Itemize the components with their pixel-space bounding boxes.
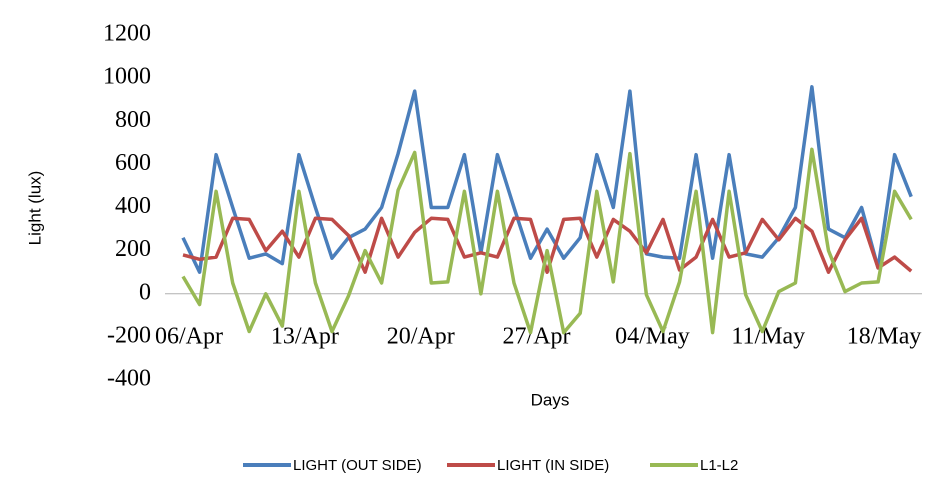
x-tick-label: 13/Apr: [271, 324, 339, 350]
y-tick-label: 800: [115, 107, 151, 133]
y-tick-label: 400: [115, 193, 151, 219]
y-tick-label: 1000: [103, 64, 151, 90]
y-tick-label: 1200: [103, 21, 151, 47]
x-tick-label: 27/Apr: [503, 324, 571, 350]
x-tick-label: 11/May: [731, 324, 805, 350]
y-tick-label: 0: [139, 279, 151, 305]
y-tick-label: 600: [115, 150, 151, 176]
y-tick-label: -400: [107, 366, 151, 392]
x-tick-label: 04/May: [615, 324, 690, 350]
x-tick-label: 18/May: [847, 324, 922, 350]
x-axis-title: Days: [531, 390, 570, 409]
y-tick-label: -200: [107, 322, 151, 348]
y-tick-label: 200: [115, 236, 151, 262]
legend-label: LIGHT (OUT SIDE): [293, 457, 422, 474]
legend-label: L1-L2: [700, 457, 738, 474]
legend-label: LIGHT (IN SIDE): [497, 457, 609, 474]
x-tick-label: 06/Apr: [155, 324, 223, 350]
data-line: [181, 85, 913, 274]
y-axis-title: Light (lux): [25, 171, 44, 246]
data-line: [182, 216, 913, 274]
data-line: [181, 147, 913, 335]
x-tick-label: 20/Apr: [387, 324, 455, 350]
